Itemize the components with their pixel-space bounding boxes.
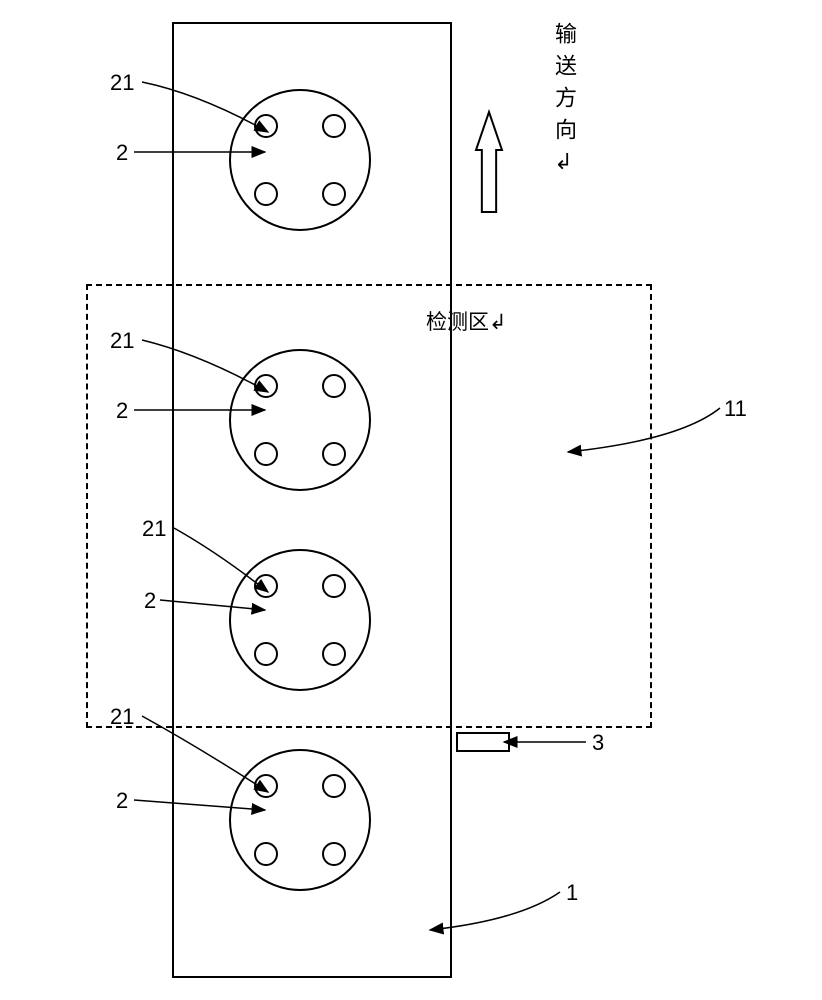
callout-2: 2	[116, 788, 128, 814]
hole-21	[255, 843, 277, 865]
callout-21: 21	[110, 328, 134, 354]
callout-2: 2	[116, 398, 128, 424]
disc-2	[230, 90, 370, 230]
callout-21: 21	[142, 516, 166, 542]
disc-2	[230, 550, 370, 690]
hole-21	[323, 115, 345, 137]
hole-21	[323, 183, 345, 205]
callout-21: 21	[110, 70, 134, 96]
callout-2: 2	[116, 140, 128, 166]
hole-21	[323, 443, 345, 465]
hole-21	[323, 375, 345, 397]
hole-21	[255, 443, 277, 465]
disc-2	[230, 350, 370, 490]
hole-21	[255, 643, 277, 665]
hole-21	[323, 843, 345, 865]
disc-2	[230, 750, 370, 890]
hole-21	[323, 775, 345, 797]
hole-21	[255, 183, 277, 205]
hole-21	[323, 643, 345, 665]
callout-21: 21	[110, 704, 134, 730]
hole-21	[255, 575, 277, 597]
diagram-canvas: 检测区↲ 输送方向↲ 11 1 3 212212212212	[0, 0, 822, 1000]
hole-21	[323, 575, 345, 597]
callout-2: 2	[144, 588, 156, 614]
